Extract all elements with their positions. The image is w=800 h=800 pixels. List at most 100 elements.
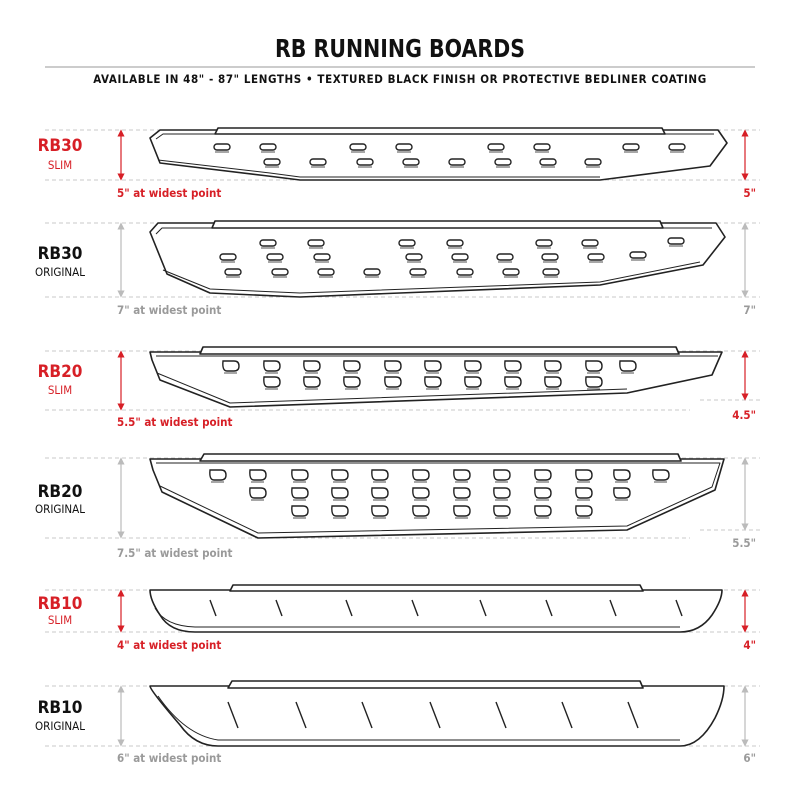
d-shaped-hole (384, 360, 402, 372)
d-shaped-hole (493, 505, 511, 517)
d-shaped-hole (493, 487, 511, 499)
d-shaped-hole (534, 505, 552, 517)
slot-hole (667, 237, 685, 245)
page-title: RB RUNNING BOARDS (275, 34, 525, 63)
right-dimension-label: 6" (743, 751, 756, 765)
width-caption: 7.5" at widest point (117, 546, 233, 560)
board-variant: ORIGINAL (34, 265, 86, 279)
d-shaped-hole (291, 487, 309, 499)
d-shaped-hole (464, 360, 482, 372)
slot-hole (535, 239, 553, 247)
slash-vent (361, 701, 373, 729)
d-shaped-hole (504, 360, 522, 372)
d-shaped-hole (575, 487, 593, 499)
slash-vent (209, 599, 217, 617)
slot-hole (581, 239, 599, 247)
right-dimension-label: 4" (743, 638, 756, 652)
board-variant: SLIM (47, 383, 73, 397)
slash-vent (675, 599, 683, 617)
board-name: RB30 (37, 136, 83, 156)
slot-hole (622, 143, 640, 151)
slot-hole (219, 253, 237, 261)
slot-hole (266, 253, 284, 261)
d-shaped-hole (222, 360, 240, 372)
slot-hole (539, 158, 557, 166)
width-caption: 5" at widest point (117, 186, 222, 200)
d-shaped-hole (464, 376, 482, 388)
slot-hole (587, 253, 605, 261)
slash-vent (479, 599, 487, 617)
slash-vent (295, 701, 307, 729)
slot-hole (629, 251, 647, 259)
d-shaped-hole (453, 505, 471, 517)
d-shaped-hole (575, 469, 593, 481)
board-name: RB10 (37, 698, 83, 718)
right-dimension-label: 4.5" (732, 408, 756, 422)
d-shaped-hole (652, 469, 670, 481)
d-shaped-hole (303, 360, 321, 372)
slot-hole (405, 253, 423, 261)
board-rb10-slim (149, 584, 723, 633)
slot-hole (448, 158, 466, 166)
slash-vent (561, 701, 573, 729)
d-shaped-hole (291, 469, 309, 481)
slot-hole (356, 158, 374, 166)
slot-hole (494, 158, 512, 166)
slot-hole (584, 158, 602, 166)
slash-vent (411, 599, 419, 617)
d-shaped-hole (613, 469, 631, 481)
width-caption: 7" at widest point (117, 303, 222, 317)
width-caption: 6" at widest point (117, 751, 222, 765)
d-shaped-hole (291, 505, 309, 517)
slash-vent (609, 599, 617, 617)
slot-hole (349, 143, 367, 151)
d-shaped-hole (343, 376, 361, 388)
d-shaped-hole (544, 376, 562, 388)
d-shaped-hole (331, 469, 349, 481)
width-caption: 4" at widest point (117, 638, 222, 652)
board-variant: SLIM (47, 613, 73, 627)
d-shaped-hole (209, 469, 227, 481)
slot-hole (446, 239, 464, 247)
d-shaped-hole (331, 505, 349, 517)
d-shaped-hole (412, 469, 430, 481)
d-shaped-hole (493, 469, 511, 481)
d-shaped-hole (371, 469, 389, 481)
d-shaped-hole (453, 469, 471, 481)
slot-hole (363, 268, 381, 276)
slot-hole (213, 143, 231, 151)
slot-hole (309, 158, 327, 166)
slash-vent (275, 599, 283, 617)
slash-vent (545, 599, 553, 617)
slash-vent (495, 701, 507, 729)
board-variant: ORIGINAL (34, 502, 86, 516)
slot-hole (668, 143, 686, 151)
slot-hole (502, 268, 520, 276)
slash-vent (227, 701, 239, 729)
d-shaped-hole (384, 376, 402, 388)
d-shaped-hole (263, 376, 281, 388)
slot-hole (395, 143, 413, 151)
board-name: RB10 (37, 594, 83, 614)
d-shaped-hole (249, 487, 267, 499)
slot-hole (542, 268, 560, 276)
slot-hole (398, 239, 416, 247)
d-shaped-hole (371, 487, 389, 499)
d-shaped-hole (412, 505, 430, 517)
d-shaped-hole (585, 360, 603, 372)
d-shaped-hole (613, 487, 631, 499)
board-rb30-original (149, 220, 726, 298)
board-name: RB20 (37, 482, 83, 502)
d-shaped-hole (424, 360, 442, 372)
d-shaped-hole (619, 360, 637, 372)
d-shaped-hole (343, 360, 361, 372)
width-caption: 5.5" at widest point (117, 415, 233, 429)
slot-hole (487, 143, 505, 151)
d-shaped-hole (412, 487, 430, 499)
slot-hole (451, 253, 469, 261)
slot-hole (456, 268, 474, 276)
slot-hole (263, 158, 281, 166)
d-shaped-hole (331, 487, 349, 499)
board-rb20-original (149, 453, 725, 539)
